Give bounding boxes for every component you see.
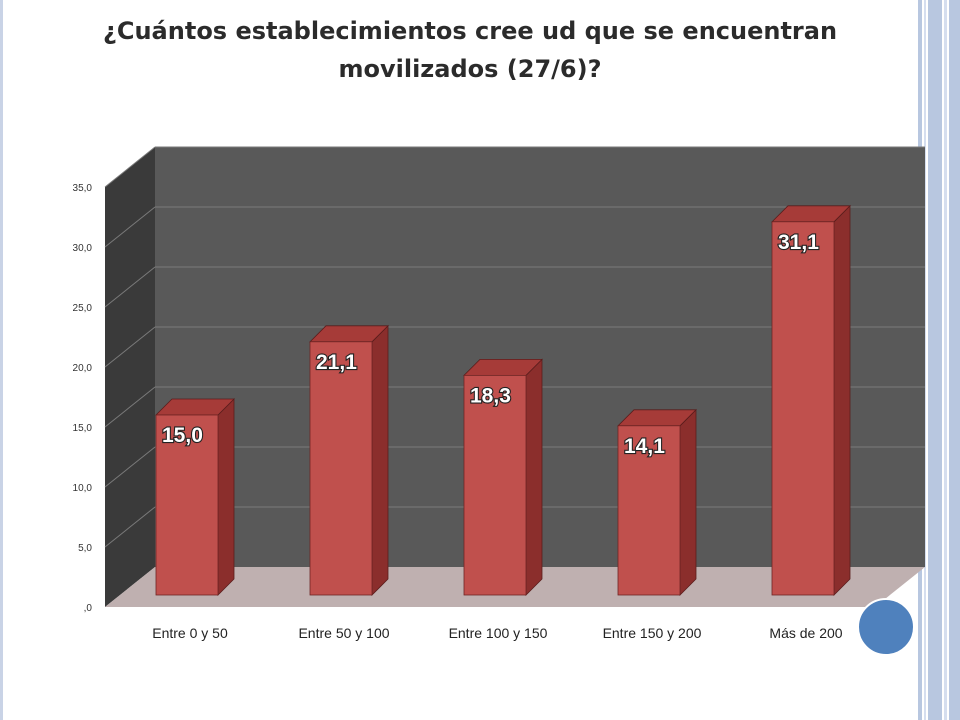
x-category-label: Más de 200 [769, 625, 842, 641]
bar-side [679, 408, 697, 596]
x-category-label: Entre 150 y 200 [603, 625, 702, 641]
bar-value-label: 31,1 [778, 231, 819, 254]
decorative-circle [857, 598, 915, 656]
bar [309, 341, 373, 596]
chart-bars: 15,0 21,1 18,3 14,1 31,1 [155, 204, 851, 596]
y-tick-label: 10,0 [73, 483, 93, 494]
gridline-side [104, 206, 156, 248]
bar [155, 414, 219, 596]
bar-value-label: 14,1 [624, 435, 665, 458]
bar [617, 425, 681, 596]
bar-value-label: 18,3 [470, 384, 511, 407]
y-tick-label: 35,0 [73, 183, 93, 194]
x-axis-labels: Entre 0 y 50 Entre 50 y 100 Entre 100 y 15… [152, 625, 843, 641]
bar [463, 374, 527, 596]
y-tick-label: ,0 [84, 603, 93, 614]
gridline-side [104, 386, 156, 428]
bar-side [217, 398, 235, 596]
x-category-label: Entre 50 y 100 [298, 625, 389, 641]
y-tick-label: 15,0 [73, 423, 93, 434]
bar-value-label: 21,1 [316, 351, 357, 374]
gridline-side [104, 506, 156, 548]
bar-side [525, 358, 543, 596]
slide-left-border [0, 0, 3, 720]
x-category-label: Entre 0 y 50 [152, 625, 228, 641]
bar-side [371, 324, 389, 596]
bar [771, 221, 835, 596]
y-axis-ticks: ,0 5,0 10,0 15,0 20,0 25,0 30,0 35,0 [73, 183, 93, 614]
bar-side [833, 204, 851, 596]
side-wall [105, 147, 155, 607]
y-tick-label: 25,0 [73, 303, 93, 314]
y-tick-label: 20,0 [73, 363, 93, 374]
bar-value-label: 15,0 [162, 424, 203, 447]
gridline-side [104, 146, 156, 188]
y-tick-label: 5,0 [78, 543, 92, 554]
gridline-side [104, 446, 156, 488]
gridline-side [104, 326, 156, 368]
gridline-side [104, 266, 156, 308]
x-category-label: Entre 100 y 150 [449, 625, 548, 641]
chart-title: ¿Cuántos establecimientos cree ud que se… [102, 17, 838, 83]
y-tick-label: 30,0 [73, 243, 93, 254]
